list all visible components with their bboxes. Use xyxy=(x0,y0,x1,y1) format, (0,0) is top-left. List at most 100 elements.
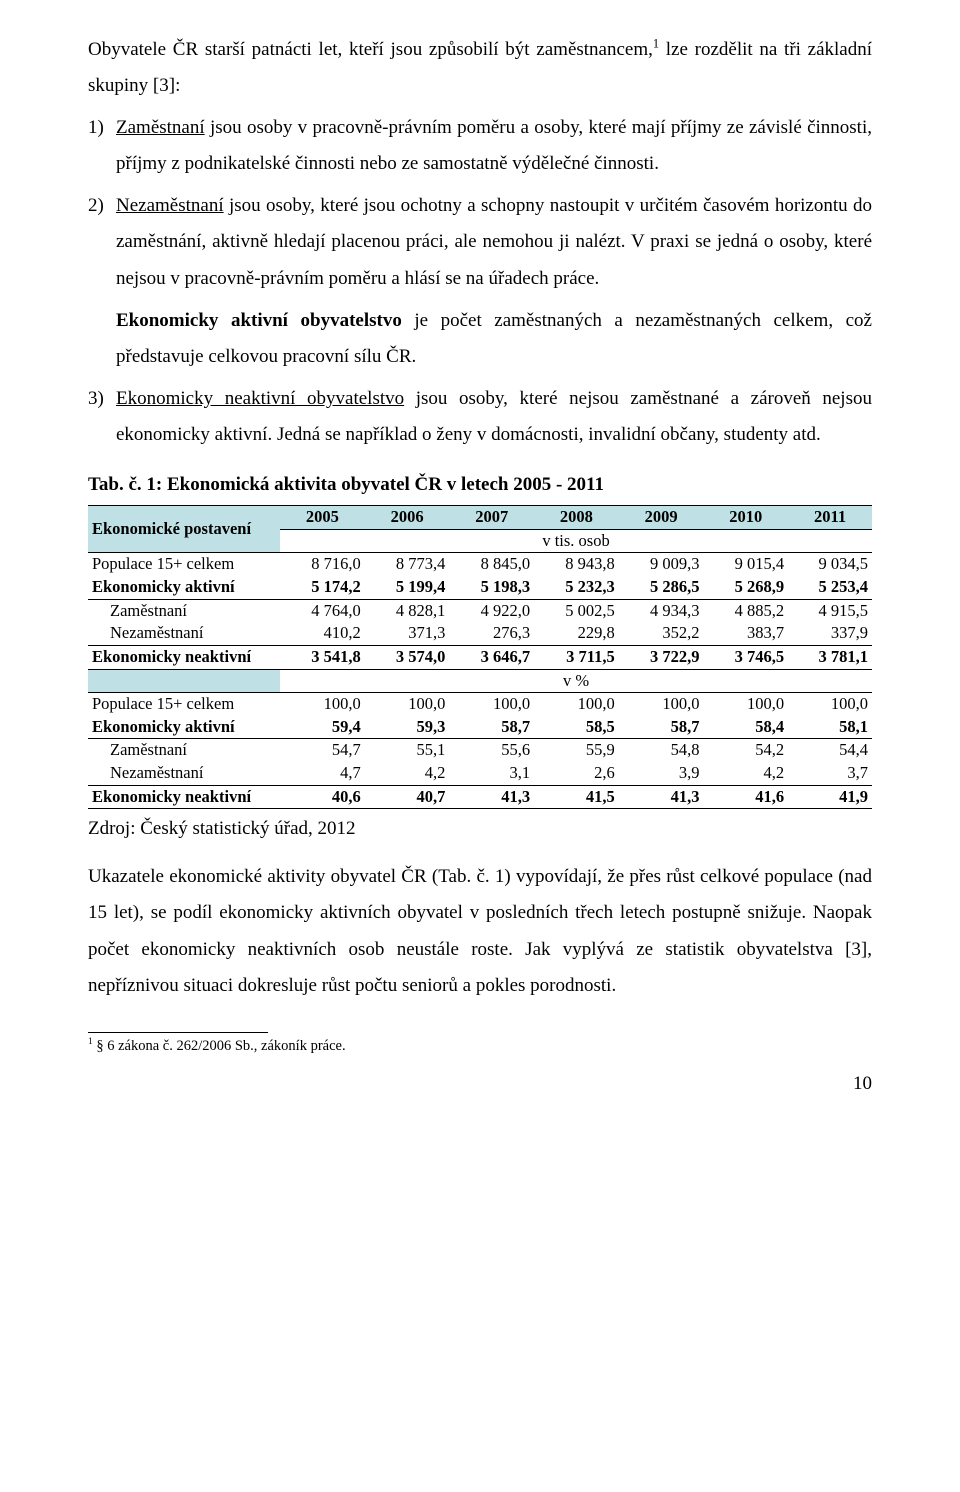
table-cell: 55,9 xyxy=(534,739,619,762)
table-caption: Tab. č. 1: Ekonomická aktivita obyvatel … xyxy=(88,467,872,503)
table-cell: 58,4 xyxy=(703,716,788,739)
list-number: 1) xyxy=(88,110,116,146)
intro-paragraph: Obyvatele ČR starší patnácti let, kteří … xyxy=(88,32,872,104)
definition-list: 1) Zaměstnaní jsou osoby v pracovně-práv… xyxy=(88,110,872,453)
table-cell: 40,7 xyxy=(365,785,450,809)
table-cell: 3 541,8 xyxy=(280,645,365,669)
term-unemployed: Nezaměstnaní xyxy=(116,195,224,216)
table-source: Zdroj: Český statistický úřad, 2012 xyxy=(88,811,872,847)
table-row-label: Ekonomicky neaktivní xyxy=(88,645,280,669)
term-employed: Zaměstnaní xyxy=(116,117,205,138)
table-row-label: Ekonomicky neaktivní xyxy=(88,785,280,809)
table-year-header: 2010 xyxy=(703,506,788,530)
table-row-label: Zaměstnaní xyxy=(88,599,280,622)
list-item-2: 2) Nezaměstnaní jsou osoby, které jsou o… xyxy=(88,188,872,296)
analysis-paragraph: Ukazatele ekonomické aktivity obyvatel Č… xyxy=(88,859,872,1003)
def-unemployed: jsou osoby, které jsou ochotny a schopny… xyxy=(116,195,872,288)
table-cell: 5 232,3 xyxy=(534,576,619,599)
list-number: 2) xyxy=(88,188,116,224)
table-cell: 5 286,5 xyxy=(619,576,704,599)
table-cell: 352,2 xyxy=(619,622,704,645)
table-cell: 55,1 xyxy=(365,739,450,762)
table-cell: 5 268,9 xyxy=(703,576,788,599)
table-cell: 54,8 xyxy=(619,739,704,762)
table-cell: 3 646,7 xyxy=(449,645,534,669)
table-cell: 5 198,3 xyxy=(449,576,534,599)
table-row-label: Ekonomicky aktivní xyxy=(88,716,280,739)
table-cell: 3 781,1 xyxy=(788,645,872,669)
list-number: 3) xyxy=(88,381,116,417)
table-year-header: 2011 xyxy=(788,506,872,530)
table-cell: 8 845,0 xyxy=(449,553,534,576)
table-cell: 4,7 xyxy=(280,762,365,785)
table-unit-label: v tis. osob xyxy=(280,529,872,553)
table-cell: 100,0 xyxy=(619,693,704,716)
table-cell: 4 828,1 xyxy=(365,599,450,622)
footnote-1: 1 § 6 zákona č. 262/2006 Sb., zákoník pr… xyxy=(88,1037,872,1056)
table-cell: 100,0 xyxy=(449,693,534,716)
table-cell: 100,0 xyxy=(280,693,365,716)
table-year-header: 2008 xyxy=(534,506,619,530)
table-cell: 3 711,5 xyxy=(534,645,619,669)
table-cell: 3,1 xyxy=(449,762,534,785)
table-cell: 3 574,0 xyxy=(365,645,450,669)
table-cell: 410,2 xyxy=(280,622,365,645)
table-cell: 383,7 xyxy=(703,622,788,645)
table-cell: 9 009,3 xyxy=(619,553,704,576)
table-cell: 41,3 xyxy=(619,785,704,809)
table-cell: 9 015,4 xyxy=(703,553,788,576)
page-number: 10 xyxy=(88,1066,872,1102)
table-cell: 58,7 xyxy=(449,716,534,739)
table-row-label: Populace 15+ celkem xyxy=(88,693,280,716)
table-cell: 5 174,2 xyxy=(280,576,365,599)
table-cell: 229,8 xyxy=(534,622,619,645)
footnote-text: § 6 zákona č. 262/2006 Sb., zákoník prác… xyxy=(93,1038,346,1054)
table-year-header: 2007 xyxy=(449,506,534,530)
table-cell: 5 199,4 xyxy=(365,576,450,599)
table-cell: 54,4 xyxy=(788,739,872,762)
table-cell: 54,2 xyxy=(703,739,788,762)
table-cell: 5 002,5 xyxy=(534,599,619,622)
table-cell: 4,2 xyxy=(365,762,450,785)
term-economically-active: Ekonomicky aktivní obyvatelstvo xyxy=(116,310,402,331)
table-cell: 55,6 xyxy=(449,739,534,762)
table-cell: 3,9 xyxy=(619,762,704,785)
table-cell: 276,3 xyxy=(449,622,534,645)
table-cell: 41,9 xyxy=(788,785,872,809)
table-cell: 337,9 xyxy=(788,622,872,645)
data-table: Ekonomické postavení20052006200720082009… xyxy=(88,505,872,809)
table-cell: 100,0 xyxy=(534,693,619,716)
table-spacer xyxy=(88,669,280,693)
table-cell: 8 773,4 xyxy=(365,553,450,576)
list-item-eac: Ekonomicky aktivní obyvatelstvo je počet… xyxy=(88,303,872,375)
table-cell: 58,5 xyxy=(534,716,619,739)
table-corner: Ekonomické postavení xyxy=(88,506,280,553)
term-inactive: Ekonomicky neaktivní obyvatelstvo xyxy=(116,388,404,409)
table-cell: 58,1 xyxy=(788,716,872,739)
table-cell: 8 943,8 xyxy=(534,553,619,576)
table-cell: 2,6 xyxy=(534,762,619,785)
table-cell: 4 934,3 xyxy=(619,599,704,622)
list-item-3: 3) Ekonomicky neaktivní obyvatelstvo jso… xyxy=(88,381,872,453)
table-year-header: 2006 xyxy=(365,506,450,530)
footnote-separator xyxy=(88,1032,268,1033)
table-cell: 100,0 xyxy=(788,693,872,716)
table-cell: 3 722,9 xyxy=(619,645,704,669)
table-cell: 41,3 xyxy=(449,785,534,809)
table-cell: 4 885,2 xyxy=(703,599,788,622)
table-row-label: Ekonomicky aktivní xyxy=(88,576,280,599)
table-cell: 4 922,0 xyxy=(449,599,534,622)
table-cell: 59,4 xyxy=(280,716,365,739)
table-cell: 4,2 xyxy=(703,762,788,785)
table-cell: 371,3 xyxy=(365,622,450,645)
table-cell: 54,7 xyxy=(280,739,365,762)
table-row-label: Zaměstnaní xyxy=(88,739,280,762)
table-cell: 40,6 xyxy=(280,785,365,809)
def-employed: jsou osoby v pracovně-právním poměru a o… xyxy=(116,117,872,174)
table-cell: 59,3 xyxy=(365,716,450,739)
table-cell: 100,0 xyxy=(703,693,788,716)
table-cell: 4 915,5 xyxy=(788,599,872,622)
table-cell: 41,5 xyxy=(534,785,619,809)
table-year-header: 2005 xyxy=(280,506,365,530)
table-cell: 58,7 xyxy=(619,716,704,739)
